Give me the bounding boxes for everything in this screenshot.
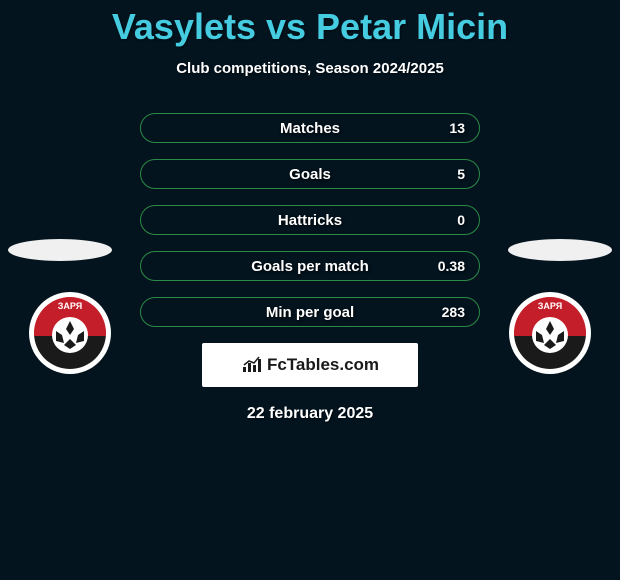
stat-row-mpg: Min per goal 283 [140,297,480,327]
content-area: ЗАРЯ ЗАРЯ Matches 13 Goals 5 [0,113,620,423]
svg-text:ЗАРЯ: ЗАРЯ [538,301,562,311]
stat-label: Matches [280,120,340,137]
page-subtitle: Club competitions, Season 2024/2025 [0,60,620,77]
brand-box: FcTables.com [202,343,418,387]
player-avatar-left [8,239,112,261]
stat-right-value: 0.38 [438,258,465,274]
stat-row-hattricks: Hattricks 0 [140,205,480,235]
stat-label: Goals per match [251,258,369,275]
stat-right-value: 0 [457,212,465,228]
svg-text:ЗАРЯ: ЗАРЯ [58,301,82,311]
stat-row-gpm: Goals per match 0.38 [140,251,480,281]
date-text: 22 february 2025 [0,405,620,423]
page-title: Vasylets vs Petar Micin [0,0,620,48]
stat-right-value: 13 [449,120,465,136]
stat-right-value: 283 [442,304,465,320]
club-badge-left: ЗАРЯ [20,291,120,375]
stat-label: Min per goal [266,304,354,321]
stat-row-matches: Matches 13 [140,113,480,143]
club-badge-right: ЗАРЯ [500,291,600,375]
stat-right-value: 5 [457,166,465,182]
stat-row-goals: Goals 5 [140,159,480,189]
player-avatar-right [508,239,612,261]
stats-list: Matches 13 Goals 5 Hattricks 0 Goals per… [140,113,480,327]
brand-chart-icon [241,356,263,374]
brand-text: FcTables.com [267,355,379,375]
stat-label: Hattricks [278,212,342,229]
stat-label: Goals [289,166,331,183]
